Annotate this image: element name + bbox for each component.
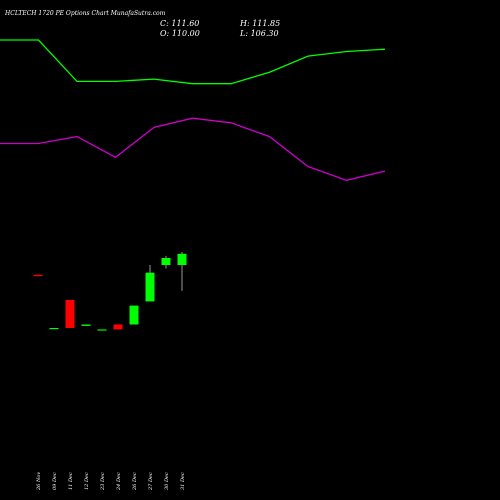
candle-body — [81, 324, 91, 326]
x-tick-label: 30 Dec — [164, 472, 170, 490]
high-readout: H: 111.85 — [240, 19, 280, 28]
low-label: L: — [240, 29, 249, 38]
x-tick-label: 24 Dec — [116, 472, 122, 491]
candle-body — [177, 253, 187, 265]
high-value: 111.85 — [252, 19, 281, 28]
candle-body — [33, 274, 43, 277]
low-value: 106.30 — [250, 29, 279, 38]
candlesticks — [33, 252, 187, 331]
open-value: 110.00 — [171, 29, 200, 38]
close-readout: C: 111.60 — [160, 19, 199, 28]
indicator-lines — [0, 39, 386, 181]
candle-body — [97, 329, 107, 331]
x-tick-label: 12 Dec — [84, 472, 90, 490]
chart-title: HCLTECH 1720 PE Options Chart MunafaSutr… — [5, 10, 166, 17]
close-label: C: — [160, 19, 169, 28]
x-axis-ticks: 26 Nov 09 Dec 11 Dec 12 Dec 23 Dec 24 Dec 26 D… — [36, 472, 186, 491]
x-tick-label: 27 Dec — [148, 472, 154, 491]
candle-body — [65, 300, 75, 328]
open-readout: O: 110.00 — [160, 29, 200, 38]
x-tick-label: 26 Nov — [36, 472, 42, 491]
close-value: 111.60 — [171, 19, 200, 28]
candle-body — [129, 305, 139, 325]
upper-indicator-line — [0, 39, 386, 85]
candle-body — [113, 324, 123, 330]
low-readout: L: 106.30 — [240, 29, 279, 38]
candle-body — [145, 272, 155, 302]
x-tick-label: 26 Dec — [132, 472, 138, 491]
high-label: H: — [240, 19, 250, 28]
x-tick-label: 23 Dec — [100, 472, 106, 491]
x-tick-label: 11 Dec — [68, 472, 74, 490]
x-tick-label: 09 Dec — [52, 472, 58, 490]
x-tick-label: 31 Dec — [180, 472, 186, 490]
candle-body — [49, 328, 59, 330]
lower-indicator-line — [0, 117, 386, 181]
candle-body — [161, 258, 171, 265]
open-label: O: — [160, 29, 170, 38]
